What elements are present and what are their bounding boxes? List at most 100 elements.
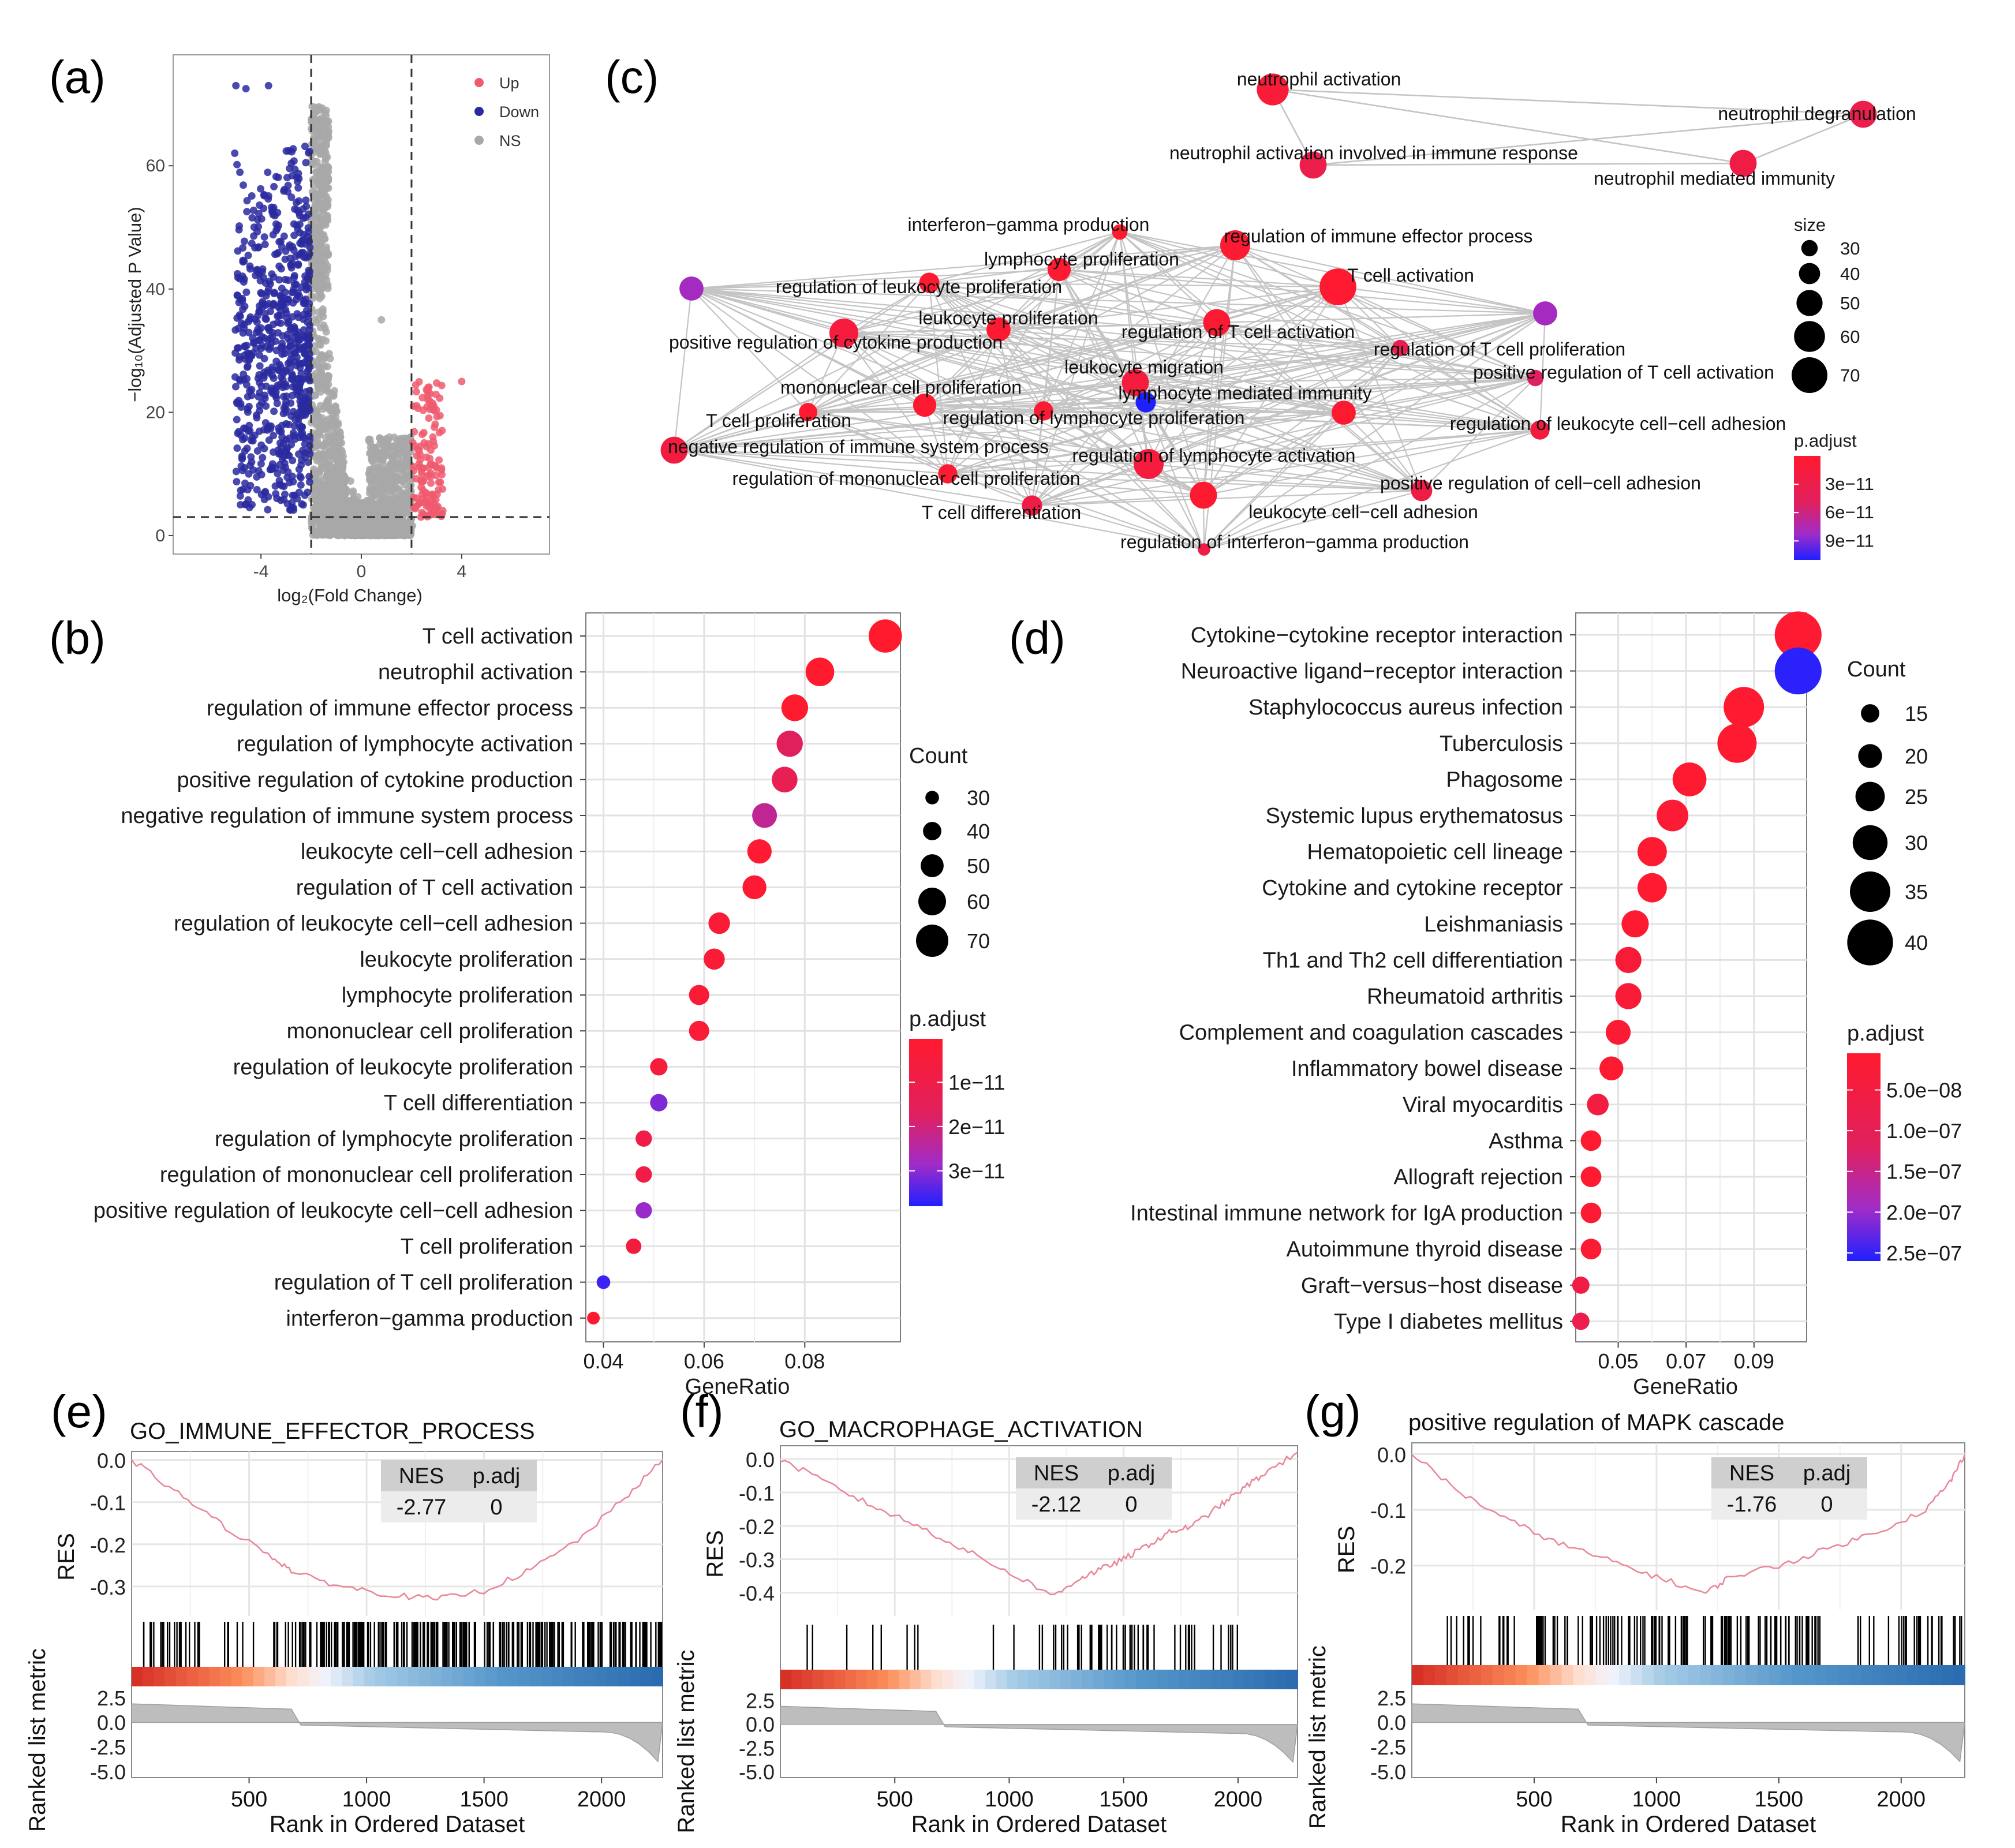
- network-edge: [1235, 244, 1536, 379]
- network-node: [829, 318, 859, 348]
- term-dot: [1599, 1056, 1624, 1080]
- network-node: [1047, 257, 1071, 282]
- point-down: [276, 293, 285, 301]
- size-legend-label: 40: [1905, 931, 1928, 955]
- ranked-bar-segment: [910, 1670, 921, 1689]
- ranked-bar-segment: [541, 1667, 553, 1686]
- network-edge: [998, 321, 1217, 331]
- point-ns: [317, 179, 326, 187]
- point-down: [281, 491, 289, 498]
- color-legend-bar: [1847, 1053, 1881, 1261]
- ranked-bar-segment: [275, 1667, 287, 1686]
- x-tick-label: 0.08: [784, 1349, 825, 1373]
- point-down: [301, 240, 309, 248]
- point-down: [259, 304, 266, 311]
- metric-tick-label: -2.5: [90, 1735, 126, 1759]
- term-label: Tuberculosis: [1440, 732, 1563, 756]
- term-label: Hematopoietic cell lineage: [1307, 840, 1563, 865]
- point-down: [289, 491, 297, 499]
- ranked-bar-segment: [132, 1667, 144, 1686]
- point-up: [415, 378, 423, 386]
- point-down: [278, 339, 286, 347]
- size-legend-dot: [918, 888, 946, 915]
- y-tick-label: 0: [155, 526, 165, 545]
- point-down: [286, 243, 293, 251]
- point-up: [412, 494, 420, 502]
- network-edge: [674, 449, 1149, 465]
- point-ns: [324, 250, 332, 258]
- ranked-bar-segment: [618, 1667, 630, 1686]
- term-label: Neuroactive ligand−receptor interaction: [1181, 660, 1563, 684]
- node-label: neutrophil activation involved in immune…: [1169, 143, 1578, 163]
- point-ns: [334, 442, 342, 450]
- point-up: [424, 500, 432, 508]
- point-ns: [320, 355, 328, 363]
- size-legend-dot: [916, 925, 948, 957]
- node-label: neutrophil mediated immunity: [1594, 168, 1835, 189]
- point-down: [232, 81, 240, 89]
- point-down: [293, 178, 301, 186]
- node-label: positive regulation of cytokine producti…: [669, 332, 1003, 353]
- network-node: [1849, 100, 1877, 128]
- point-down: [296, 386, 304, 394]
- stat-nes-value: -2.12: [1031, 1492, 1082, 1517]
- ranked-bar-segment: [651, 1667, 663, 1686]
- network-edge: [1145, 347, 1401, 403]
- network-edge: [1343, 313, 1546, 413]
- point-ns: [310, 158, 318, 166]
- point-down: [244, 485, 252, 493]
- network-edge: [998, 329, 1146, 403]
- point-down: [305, 478, 313, 486]
- point-down: [234, 324, 242, 332]
- network-edge: [1031, 429, 1541, 507]
- ranked-bar-segment: [866, 1670, 878, 1689]
- size-legend-dot: [1858, 744, 1882, 768]
- point-down: [246, 461, 254, 469]
- term-label: positive regulation of leukocyte cell−ce…: [94, 1199, 573, 1223]
- point-down: [297, 283, 305, 291]
- point-down: [286, 338, 294, 346]
- point-ns: [324, 420, 332, 428]
- point-up: [420, 429, 428, 437]
- network-edge: [1135, 322, 1217, 383]
- point-down: [277, 298, 285, 306]
- network-edge: [808, 381, 1136, 413]
- point-ns: [399, 435, 407, 443]
- term-label: leukocyte cell−cell adhesion: [301, 840, 573, 864]
- node-label: mononuclear cell proliferation: [780, 377, 1022, 398]
- point-ns: [371, 444, 379, 452]
- point-ns: [308, 525, 316, 533]
- network-node: [1135, 392, 1156, 413]
- point-ns: [312, 496, 320, 504]
- network-edge: [673, 288, 693, 451]
- point-ns: [319, 143, 327, 151]
- term-dot: [1717, 723, 1757, 763]
- point-down: [252, 411, 260, 419]
- point-up: [426, 397, 433, 405]
- point-down: [255, 467, 263, 475]
- point-ns: [317, 417, 325, 425]
- point-down: [299, 412, 306, 420]
- ranked-bar-segment: [198, 1667, 210, 1686]
- point-up: [415, 460, 423, 467]
- term-label: Leishmaniasis: [1424, 912, 1563, 937]
- size-legend-label: 30: [1905, 831, 1928, 855]
- point-ns: [313, 107, 321, 115]
- point-down: [233, 416, 241, 424]
- point-down: [302, 295, 310, 303]
- ranked-metric-area: [131, 1703, 663, 1763]
- network-edge: [808, 411, 1149, 465]
- size-legend-title: Count: [909, 744, 968, 768]
- stat-table-row-bg: [381, 1491, 537, 1522]
- node-label: regulation of mononuclear cell prolifera…: [732, 468, 1080, 489]
- ranked-bar-segment: [474, 1667, 487, 1686]
- point-down: [299, 501, 307, 509]
- term-dot: [1638, 873, 1667, 903]
- hit-lines: [143, 1622, 663, 1667]
- network-edge: [691, 287, 1401, 349]
- point-down: [257, 441, 266, 449]
- term-dot: [742, 875, 767, 900]
- point-down: [254, 326, 262, 333]
- color-legend-label: 2.5e−07: [1886, 1241, 1962, 1265]
- point-down: [290, 231, 298, 240]
